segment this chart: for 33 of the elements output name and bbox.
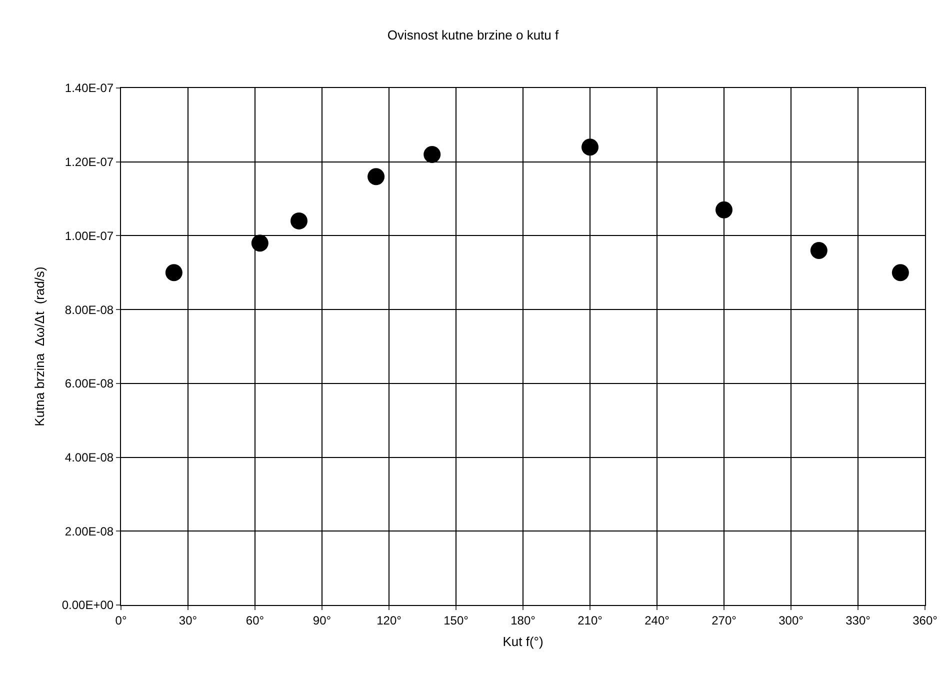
y-axis-title: Kutna brzina Δω/Δt (rad/s)	[32, 266, 47, 426]
y-tick-label: 2.00E-08	[64, 524, 114, 538]
point	[165, 264, 182, 282]
chart-title: Ovisnost kutne brzine o kutu f	[387, 28, 560, 43]
y-tick-label: 1.40E-07	[64, 81, 114, 96]
y-tick-label: 0.00E+00	[62, 598, 114, 612]
point	[290, 212, 308, 230]
y-tick-label: 1.20E-07	[64, 155, 114, 170]
x-tick-label: 360°	[912, 613, 938, 628]
point	[716, 201, 732, 218]
y-tick-label: 8.00E-08	[64, 302, 114, 317]
x-tick-label: 90°	[312, 613, 332, 628]
point	[892, 264, 909, 282]
point	[368, 168, 385, 186]
x-tick-label: 330°	[846, 613, 871, 628]
x-tick-label: 120°	[376, 613, 402, 628]
point	[251, 234, 268, 252]
point	[582, 138, 598, 156]
x-tick-label: 300°	[778, 613, 804, 628]
x-tick-label: 180°	[510, 613, 536, 628]
x-tick-label: 270°	[712, 613, 737, 628]
x-tick-label: 0°	[115, 613, 127, 628]
x-axis-title: Kut f(°)	[502, 634, 544, 649]
point	[424, 146, 441, 163]
y-tick-label: 6.00E-08	[64, 376, 114, 391]
y-tick-label: 1.00E-07	[64, 228, 114, 243]
x-tick-label: 240°	[644, 613, 670, 628]
x-tick-label: 30°	[178, 613, 198, 628]
x-tick-label: 210°	[578, 613, 603, 628]
x-tick-label: 150°	[444, 613, 469, 628]
y-tick-label: 4.00E-08	[64, 450, 114, 464]
point	[810, 242, 828, 259]
x-tick-label: 60°	[246, 613, 264, 628]
